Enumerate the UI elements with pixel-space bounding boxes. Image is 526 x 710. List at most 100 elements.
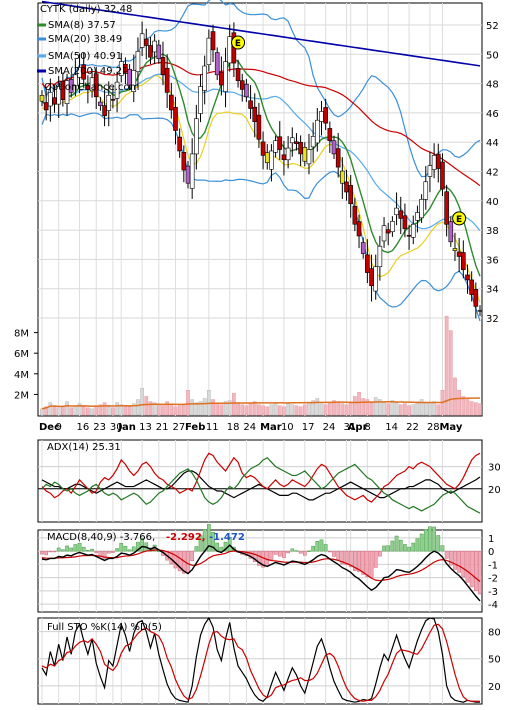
candle-body <box>202 65 207 91</box>
x-tick-label: May <box>439 422 462 433</box>
candle-body <box>252 106 258 122</box>
volume-bar <box>248 403 253 416</box>
adx-series-line-2 <box>41 456 481 514</box>
volume-bar <box>61 406 65 416</box>
macd-histogram-bar <box>469 550 474 588</box>
candle-body <box>315 119 320 144</box>
macd-histogram-bar <box>257 550 261 566</box>
volume-bar <box>290 404 295 416</box>
legend-sma50: SMA(50) 40.91 <box>48 51 122 62</box>
macd-histogram-bar <box>398 539 403 552</box>
volume-bar <box>257 404 261 416</box>
candle-body <box>214 52 220 76</box>
macd-histogram-bar <box>357 550 361 572</box>
price-tick-label: 32 <box>486 314 499 325</box>
candle-body <box>244 83 249 98</box>
macd-histogram-bar <box>411 542 416 552</box>
macd-histogram-bar <box>173 550 178 569</box>
volume-bar <box>261 405 265 416</box>
candle-body <box>177 136 182 152</box>
macd-histogram-bar <box>465 550 470 583</box>
volume-bar <box>44 406 49 416</box>
volume-bar <box>327 402 332 416</box>
macd-histogram-bar <box>336 550 341 561</box>
macd-histogram-bar <box>48 550 53 553</box>
volume-bar <box>353 396 357 416</box>
macd-histogram-bar <box>353 550 357 571</box>
sto-tick-label: 80 <box>488 628 501 639</box>
volume-bar <box>277 405 282 416</box>
macd-histogram-bar <box>290 548 295 552</box>
macd-histogram-bar <box>340 550 345 565</box>
indicator-titles: ADX(14) 25.31 MACD(8,40,9) -3.766, -2.29… <box>47 442 245 633</box>
price-tick-label: 48 <box>486 80 499 91</box>
x-tick-label: 24 <box>323 422 336 433</box>
macd-line <box>41 544 481 602</box>
macd-histogram-bar <box>298 550 303 554</box>
price-tick-label: 50 <box>486 50 499 61</box>
adx-tick-label: 20 <box>488 485 501 496</box>
macd-histogram-bar <box>453 550 457 570</box>
macd-histogram-bar <box>457 550 461 573</box>
macd-histogram-bar <box>302 550 307 556</box>
volume-tick-label: 2M <box>14 390 29 401</box>
price-tick-label: 46 <box>486 109 499 120</box>
candle-body <box>461 252 466 270</box>
macd-histogram-bar <box>106 550 111 554</box>
macd-histogram-bar <box>327 550 332 553</box>
candle-body <box>281 154 287 161</box>
price-legend: CYTK (daily) 32.48 SMA(8) 37.57 SMA(20) … <box>37 4 139 93</box>
candle-body <box>444 191 449 225</box>
candle-body <box>189 153 195 189</box>
macd-histogram-bar <box>211 531 215 552</box>
price-tick-label: 34 <box>486 285 499 296</box>
sto-series-line-0 <box>41 616 480 703</box>
volume-bar <box>336 401 341 416</box>
macd-histogram-bar <box>111 550 115 553</box>
candle-body <box>477 309 483 312</box>
volume-tick-label: 4M <box>14 370 29 381</box>
macd-histogram-bar <box>436 535 441 552</box>
macd-histogram-bar <box>286 550 290 554</box>
volume-bar <box>65 401 69 416</box>
volume-bar <box>232 393 236 416</box>
x-tick-label: 31 <box>344 422 357 433</box>
candle-body <box>235 68 241 81</box>
candle-body <box>148 45 153 58</box>
candle-body <box>277 136 283 150</box>
candle-body <box>327 128 333 142</box>
volume-tick-label: 6M <box>14 349 29 360</box>
macd-histogram-bar <box>69 547 74 552</box>
volume-bar <box>111 407 115 416</box>
adx-series-line-1 <box>41 452 481 503</box>
volume-bar <box>311 400 315 416</box>
volume-bar <box>52 405 57 416</box>
candle-body <box>302 147 308 162</box>
macd-histogram-bar <box>102 550 107 559</box>
x-tick-label: 24 <box>243 422 256 433</box>
candle-body <box>348 185 353 205</box>
candle-body <box>152 40 157 53</box>
volume-bar <box>131 403 136 416</box>
earnings-markers: EE <box>231 35 467 226</box>
legend-sma200: SMA(200) 49.21 <box>48 66 129 77</box>
price-candles <box>39 21 483 319</box>
macd-histogram-bar <box>369 550 374 578</box>
volume-bar <box>115 402 119 416</box>
volume-bar <box>202 398 207 416</box>
macd-histogram-bar <box>190 550 195 562</box>
macd-histogram-bar <box>344 550 349 566</box>
volume-bar <box>94 405 99 416</box>
x-tick-label: 11 <box>206 422 219 433</box>
candle-body <box>264 152 270 164</box>
macd-tick-label: 1 <box>488 534 494 545</box>
candle-body <box>52 97 57 105</box>
x-tick-label: Feb <box>185 422 205 433</box>
candle-body <box>256 114 262 140</box>
macd-histogram-bar <box>473 550 478 591</box>
earnings-marker-label: E <box>456 215 462 225</box>
volume-bar <box>398 404 403 416</box>
adx-series-line-0 <box>41 470 481 501</box>
candle-body <box>239 80 245 90</box>
macd-histogram-bar <box>136 541 140 552</box>
